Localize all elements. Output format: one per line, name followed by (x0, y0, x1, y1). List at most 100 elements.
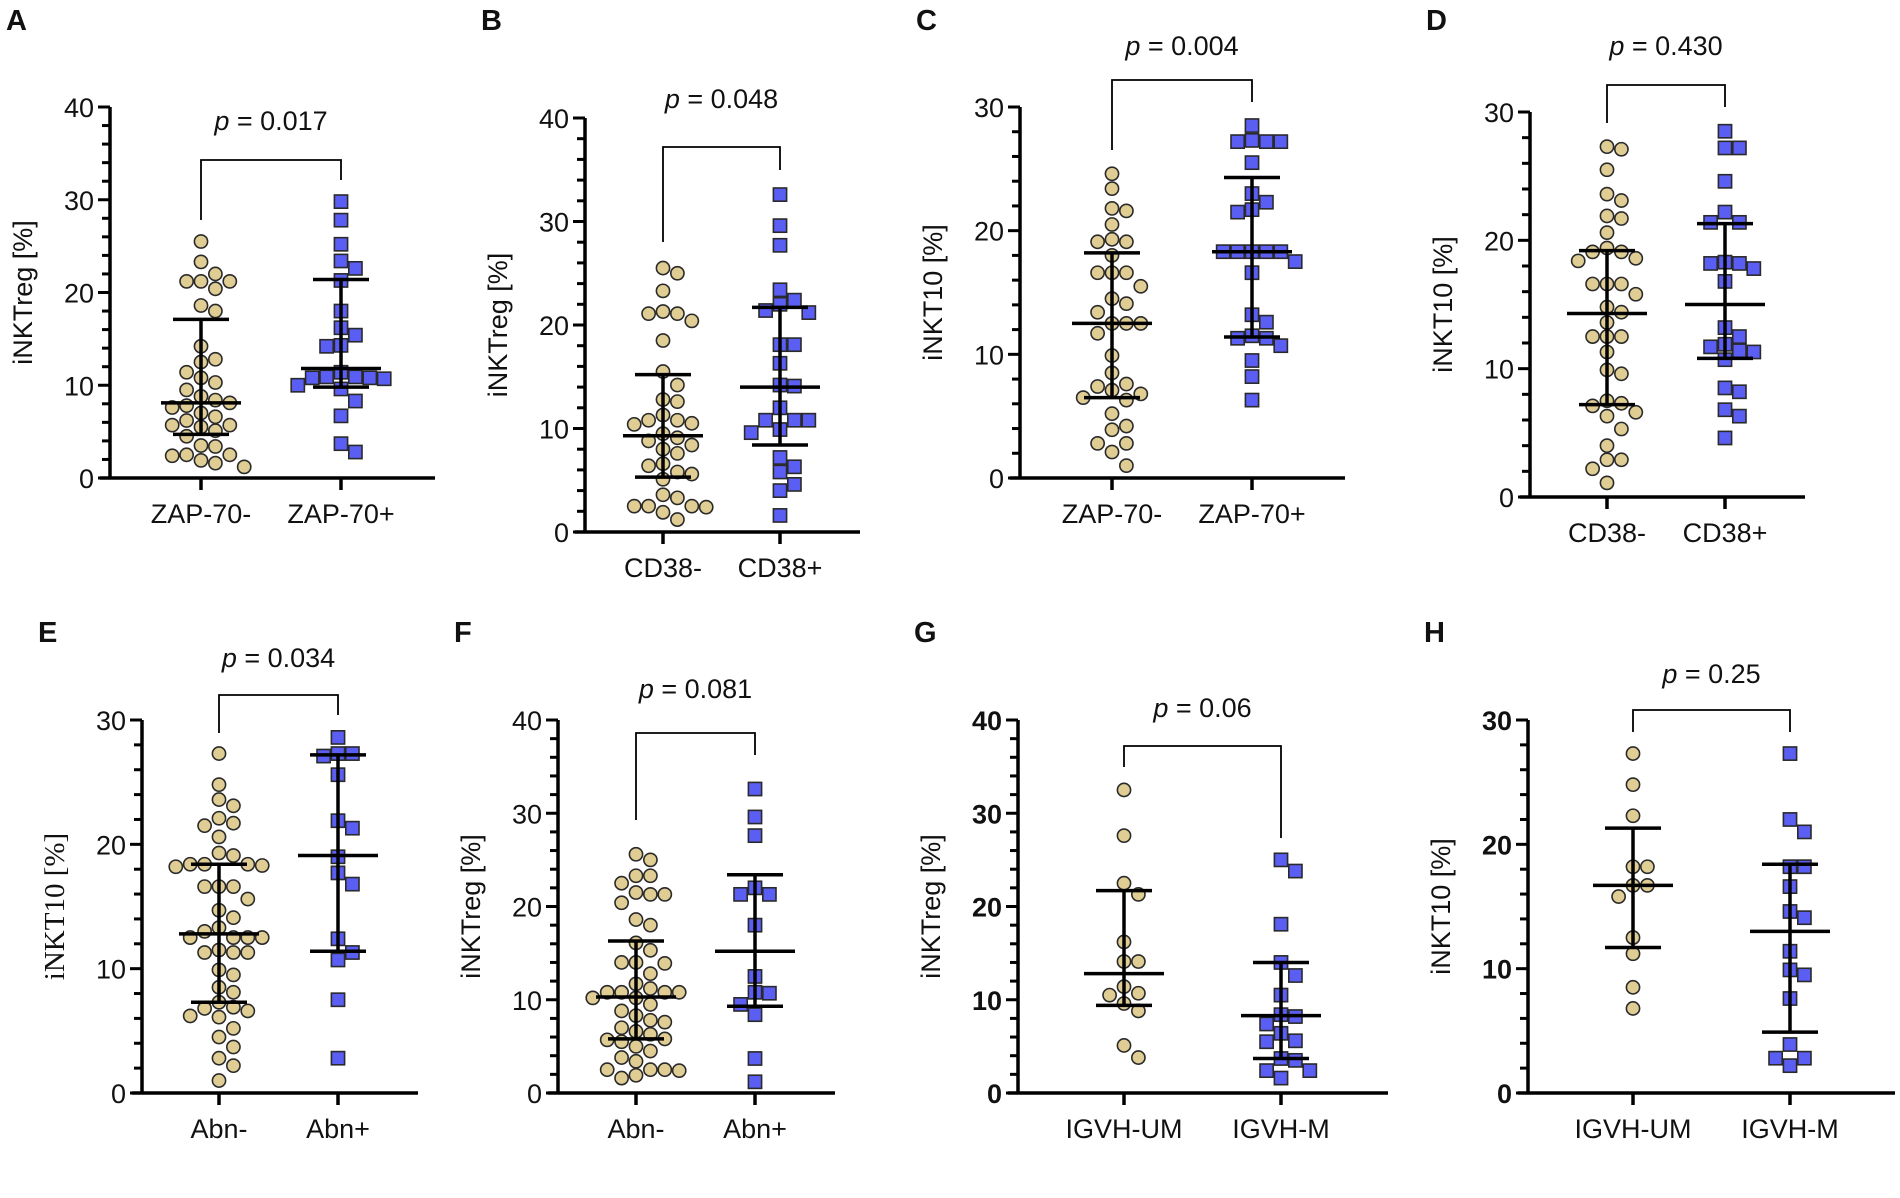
data-point-square (1287, 254, 1303, 269)
x-category-label: CD38+ (1683, 518, 1768, 548)
panel-h: H 0 10 20 30 iNKT10 [%] IGVH-UM IGVH-M p = 0.25 (1424, 617, 1895, 1144)
p-value: = 0.06 (1176, 693, 1252, 723)
data-point-circle (182, 1008, 198, 1024)
y-tick-label: 20 (512, 893, 542, 923)
data-point-circle (641, 412, 656, 428)
panel-letter: F (454, 617, 472, 649)
x-category-label: Abn- (607, 1114, 664, 1144)
x-category-label: Abn- (190, 1114, 247, 1144)
data-point-circle (193, 234, 209, 249)
data-point-circle (225, 798, 241, 814)
p-value: = 0.081 (661, 674, 752, 704)
data-point-circle (179, 382, 194, 398)
data-point-circle (670, 445, 685, 461)
data-point-circle (225, 1039, 241, 1055)
data-point-square (801, 412, 817, 428)
data-point-circle (207, 351, 223, 367)
data-point-circle (1628, 250, 1644, 266)
data-point-circle (179, 428, 194, 444)
data-point-square (772, 508, 788, 523)
data-point-circle (1599, 438, 1615, 454)
data-point-square (319, 338, 334, 354)
data-point-square (1732, 408, 1747, 424)
data-point-square (330, 730, 346, 745)
data-point-circle (684, 498, 700, 514)
data-point-circle (657, 886, 673, 902)
y-tick-label: 10 (974, 340, 1004, 370)
data-point-square (1732, 329, 1747, 344)
data-point-circle (164, 448, 180, 464)
data-point-circle (657, 1014, 673, 1030)
data-point-square (761, 985, 777, 1001)
data-point-circle (643, 997, 658, 1012)
p-symbol: p (213, 106, 237, 136)
data-point-circle (225, 945, 241, 960)
data-point-square (347, 393, 363, 409)
data-point-circle (670, 490, 685, 506)
data-point-circle (671, 1063, 687, 1079)
data-point-circle (1090, 379, 1105, 394)
data-point-circle (1104, 181, 1120, 197)
data-point-circle (207, 439, 223, 454)
data-point-circle (197, 879, 212, 895)
data-point-square (304, 370, 320, 386)
data-point-circle (222, 273, 238, 289)
data-point-circle (211, 810, 227, 826)
data-point-circle (614, 1003, 629, 1019)
data-point-circle (211, 792, 227, 807)
data-point-circle (207, 375, 223, 390)
data-point-square (1746, 344, 1762, 360)
data-point-square (1717, 140, 1733, 156)
data-point-square (1703, 339, 1718, 355)
data-point-square (376, 371, 392, 387)
data-point-square (1717, 123, 1733, 139)
data-point-circle (1133, 278, 1149, 294)
data-point-circle (628, 846, 644, 862)
data-point-circle (614, 1070, 629, 1086)
data-point-circle (643, 868, 658, 884)
y-tick-label: 40 (64, 93, 94, 123)
data-point-circle (1614, 366, 1629, 382)
p-value-annotation: p = 0.034 (221, 643, 335, 673)
p-value: = 0.25 (1685, 659, 1761, 689)
data-point-square (333, 408, 349, 424)
data-point-circle (670, 412, 685, 428)
y-axis-label: iNKTreg [%] (483, 253, 513, 398)
p-value-annotation: p = 0.25 (1661, 659, 1760, 689)
data-point-circle (1090, 234, 1105, 250)
data-point-square (1746, 261, 1762, 276)
data-point-square (330, 992, 346, 1008)
x-category-label: ZAP-70- (1062, 499, 1163, 529)
data-point-square (347, 444, 363, 460)
data-point-square (747, 828, 763, 844)
data-point-square (772, 218, 788, 234)
data-point-square (1230, 204, 1245, 220)
x-category-label: Abn+ (723, 1114, 787, 1144)
p-symbol: p (1661, 659, 1685, 689)
data-point-circle (211, 1029, 227, 1045)
data-point-square (747, 781, 763, 797)
y-axis-label: iNKTreg [%] (8, 220, 38, 365)
data-point-circle (225, 848, 241, 863)
x-category-label: CD38+ (738, 553, 823, 583)
data-point-circle (1614, 141, 1629, 157)
data-point-square (1302, 1063, 1318, 1079)
panel-c: C 0 10 20 30 iNKT10 [%] ZAP-70- ZAP-70+ p = 0.00… (916, 5, 1345, 529)
data-point-circle (1119, 392, 1134, 408)
data-point-circle (1104, 444, 1120, 460)
y-tick-label: 30 (974, 93, 1004, 123)
y-tick-label: 20 (1484, 226, 1514, 256)
data-point-circle (1131, 954, 1146, 969)
p-symbol: p (638, 674, 662, 704)
x-category-label: IGVH-UM (1066, 1114, 1183, 1144)
data-point-circle (207, 303, 223, 319)
data-point-square (333, 436, 349, 452)
data-point-circle (655, 304, 671, 319)
data-point-square (1273, 338, 1289, 354)
data-point-circle (1090, 304, 1105, 320)
data-point-circle (225, 815, 241, 831)
data-point-square (333, 194, 349, 210)
data-point-circle (211, 1009, 227, 1025)
data-point-circle (655, 333, 671, 348)
data-point-circle (168, 859, 184, 875)
